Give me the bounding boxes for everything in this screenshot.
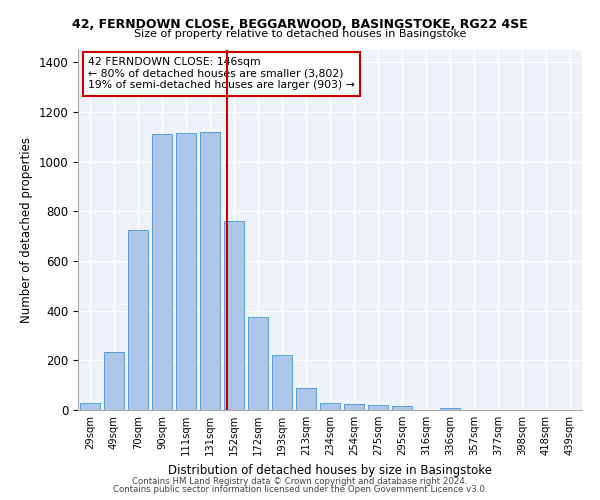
Text: Contains public sector information licensed under the Open Government Licence v3: Contains public sector information licen…: [113, 485, 487, 494]
Bar: [248, 317, 268, 410]
X-axis label: Distribution of detached houses by size in Basingstoke: Distribution of detached houses by size …: [168, 464, 492, 476]
Bar: [80, 402, 100, 410]
Text: 42, FERNDOWN CLOSE, BEGGARWOOD, BASINGSTOKE, RG22 4SE: 42, FERNDOWN CLOSE, BEGGARWOOD, BASINGST…: [72, 18, 528, 30]
Y-axis label: Number of detached properties: Number of detached properties: [20, 137, 33, 323]
Bar: [296, 388, 316, 410]
Bar: [176, 133, 196, 410]
Bar: [128, 230, 148, 410]
Bar: [392, 406, 412, 410]
Bar: [344, 404, 364, 410]
Bar: [272, 356, 292, 410]
Bar: [320, 402, 340, 410]
Text: Size of property relative to detached houses in Basingstoke: Size of property relative to detached ho…: [134, 29, 466, 39]
Bar: [440, 408, 460, 410]
Bar: [224, 222, 244, 410]
Text: 42 FERNDOWN CLOSE: 146sqm
← 80% of detached houses are smaller (3,802)
19% of se: 42 FERNDOWN CLOSE: 146sqm ← 80% of detac…: [88, 57, 355, 90]
Text: Contains HM Land Registry data © Crown copyright and database right 2024.: Contains HM Land Registry data © Crown c…: [132, 477, 468, 486]
Bar: [368, 405, 388, 410]
Bar: [152, 134, 172, 410]
Bar: [200, 132, 220, 410]
Bar: [104, 352, 124, 410]
